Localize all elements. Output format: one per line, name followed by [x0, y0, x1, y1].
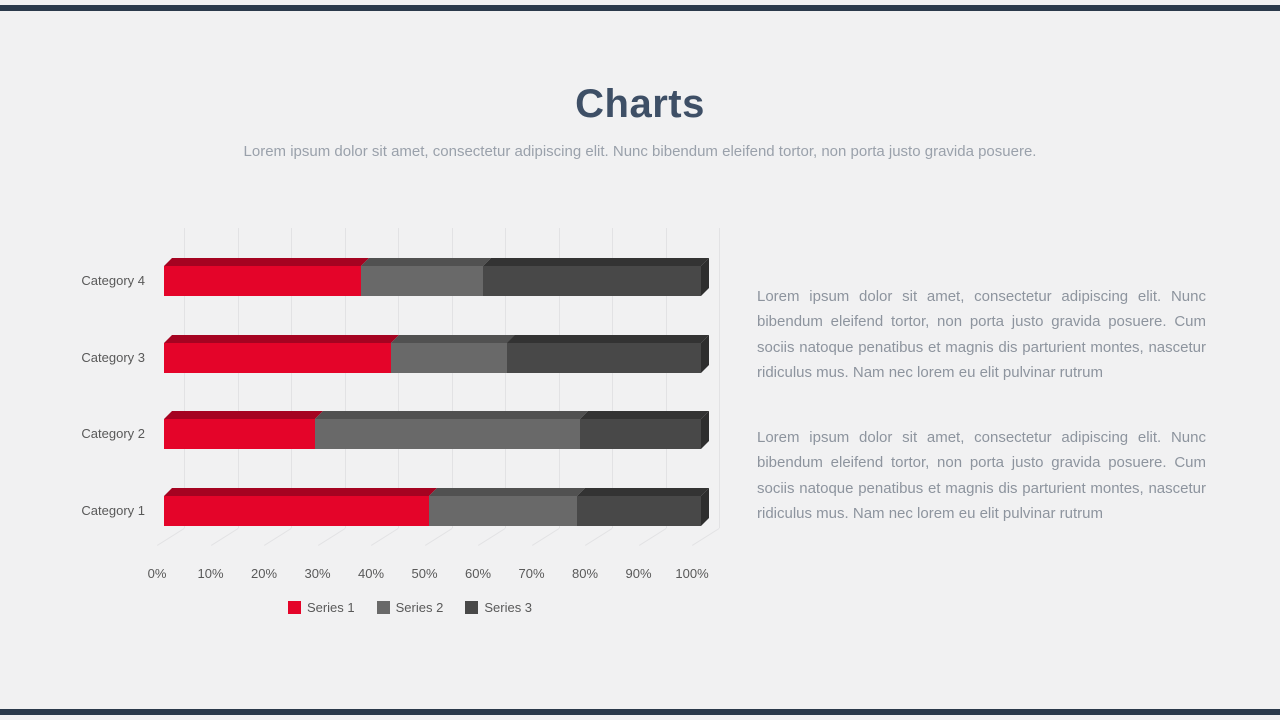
legend-label: Series 2	[395, 600, 444, 615]
bar-end-side-face	[700, 488, 709, 526]
category-label: Category 1	[81, 503, 145, 518]
bar-segment-top-face	[580, 411, 709, 419]
bar-segment-top-face	[390, 335, 516, 343]
legend-label: Series 3	[484, 600, 533, 615]
gridline-tick	[478, 527, 506, 546]
x-tick-label: 70%	[518, 566, 545, 581]
body-text-block-1: Lorem ipsum dolor sit amet, consectetur …	[757, 284, 1206, 385]
legend-item: Series 3	[465, 600, 532, 615]
x-tick-label: 40%	[357, 566, 385, 581]
bar-end-side-face	[700, 258, 709, 296]
bar-segment-series-3	[577, 488, 709, 526]
x-tick-label: 10%	[197, 566, 224, 581]
bar-segment-top-face	[314, 411, 589, 419]
bar-segment-top-face	[164, 411, 323, 419]
gridline-tick	[371, 527, 399, 546]
x-tick-label: 20%	[250, 566, 278, 581]
gridline-tick	[317, 527, 346, 546]
bar-segment-top-face	[164, 258, 369, 266]
gridline-tick	[585, 527, 613, 546]
bar-end-side-face	[700, 411, 709, 449]
bar-segment-series-3	[580, 411, 709, 449]
bar-end-side-face	[700, 335, 709, 373]
legend-swatch-icon	[287, 601, 301, 614]
gridline	[184, 228, 185, 528]
bar-segment-series-2	[360, 258, 491, 296]
gridline-tick	[210, 527, 239, 546]
category-label: Category 4	[81, 273, 145, 288]
gridline-tick	[264, 527, 292, 546]
x-tick-label: 80%	[571, 566, 599, 581]
bar-segment-series-1	[164, 488, 438, 526]
chart-legend: Series 1 Series 2 Series 3	[157, 600, 663, 615]
x-tick-label: 100%	[675, 566, 709, 581]
legend-item: Series 2	[376, 600, 444, 615]
bar-segment-series-1	[164, 411, 323, 449]
gridline	[398, 228, 399, 528]
bar-segment-series-2	[390, 335, 516, 373]
gridline-tick	[424, 527, 453, 546]
gridline	[612, 228, 613, 528]
gridline-tick	[157, 527, 185, 546]
bar-segment-top-face	[164, 488, 438, 496]
bar-segment-series-2	[429, 488, 586, 526]
bar-segment-series-3	[507, 335, 709, 373]
gridline	[665, 228, 667, 528]
gridline	[451, 228, 453, 528]
body-paragraph: Lorem ipsum dolor sit amet, consectetur …	[757, 429, 1206, 522]
gridline	[719, 228, 720, 528]
page-title: Charts	[575, 82, 705, 126]
slide-subtitle: Lorem ipsum dolor sit amet, consectetur …	[243, 143, 1037, 160]
bar-row	[164, 488, 709, 526]
x-tick-label: 60%	[464, 566, 492, 581]
legend-swatch-icon	[376, 601, 390, 614]
x-tick-label: 50%	[411, 566, 438, 581]
bar-segment-top-face	[360, 258, 491, 266]
body-paragraph: Lorem ipsum dolor sit amet, consectetur …	[757, 288, 1206, 381]
bar-row	[164, 258, 709, 296]
category-label: Category 2	[81, 426, 145, 441]
bar-segment-series-2	[314, 411, 589, 449]
bar-segment-top-face	[507, 335, 709, 343]
gridline-tick	[692, 527, 720, 546]
gridline	[344, 228, 346, 528]
bar-segment-series-1	[164, 335, 399, 373]
bar-segment-series-3	[482, 258, 709, 296]
gridline	[505, 228, 506, 528]
stacked-bar-chart: Category 4 Category 3 Category 2 Category 1…	[81, 228, 720, 615]
body-text-block-2: Lorem ipsum dolor sit amet, consectetur …	[757, 425, 1206, 526]
bar-segment-top-face	[482, 258, 709, 266]
gridline	[291, 228, 292, 528]
legend-label: Series 1	[306, 600, 355, 615]
bar-segment-top-face	[577, 488, 709, 496]
bar-row	[164, 335, 709, 373]
bar-segment-top-face	[429, 488, 586, 496]
category-label: Category 3	[81, 350, 145, 365]
bar-segment-top-face	[164, 335, 399, 343]
gridline-tick	[638, 527, 667, 546]
top-accent-bar	[0, 5, 1280, 11]
bottom-accent-bar	[0, 709, 1280, 715]
gridline	[558, 228, 560, 528]
gridline-tick	[531, 527, 560, 546]
x-tick-label: 0%	[147, 566, 167, 581]
gridline	[237, 228, 239, 528]
legend-swatch-icon	[465, 601, 479, 614]
x-tick-label: 30%	[304, 566, 331, 581]
bar-segment-series-1	[164, 258, 369, 296]
x-tick-label: 90%	[625, 566, 652, 581]
bar-row	[164, 411, 709, 449]
legend-item: Series 1	[287, 600, 355, 615]
